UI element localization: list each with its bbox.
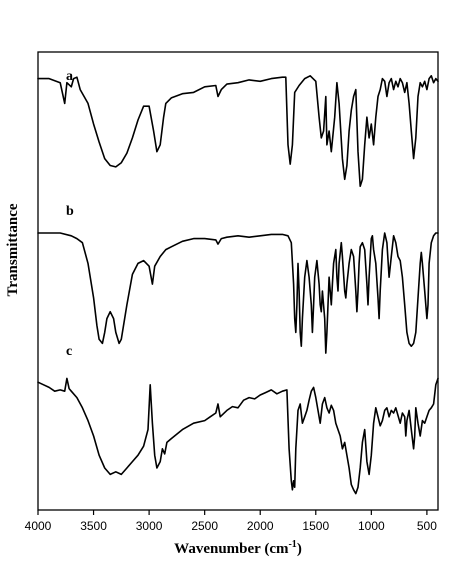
x-tick-label-6: 1000 bbox=[358, 519, 385, 533]
curve-label-a: a bbox=[66, 69, 73, 84]
curve-label-c: c bbox=[66, 344, 72, 359]
x-tick-label-4: 2000 bbox=[247, 519, 274, 533]
y-axis-title: Transmittance bbox=[5, 203, 21, 296]
spectra-curves bbox=[37, 75, 439, 495]
x-axis-ticks: 4000 3500 3000 2500 2000 1500 1000 500 bbox=[25, 510, 437, 533]
x-axis-title: Wavenumber (cm-1) bbox=[174, 539, 302, 557]
x-tick-label-5: 1500 bbox=[302, 519, 329, 533]
x-tick-label-7: 500 bbox=[417, 519, 437, 533]
plot-frame bbox=[37, 51, 439, 511]
curve-label-b: b bbox=[66, 204, 74, 219]
x-tick-label-0: 4000 bbox=[25, 519, 52, 533]
x-tick-label-3: 2500 bbox=[191, 519, 218, 533]
spectrum-line-b bbox=[37, 232, 439, 354]
x-tick-label-1: 3500 bbox=[80, 519, 107, 533]
curve-labels: a b c bbox=[66, 69, 74, 359]
spectrum-line-c bbox=[37, 377, 439, 495]
x-tick-label-2: 3000 bbox=[136, 519, 163, 533]
spectrum-line-a bbox=[37, 75, 439, 187]
